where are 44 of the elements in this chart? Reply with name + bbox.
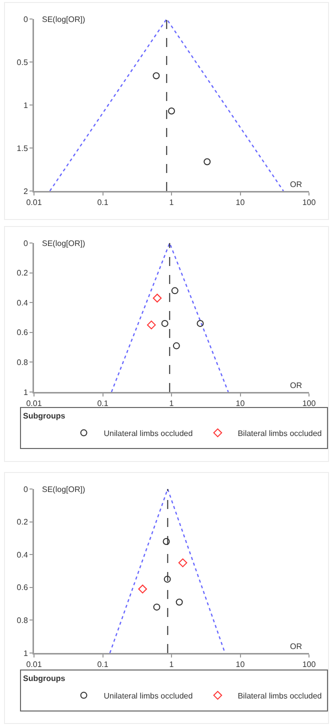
- y-tick-label: 0.2: [16, 268, 28, 278]
- x-tick-label: 1: [169, 198, 174, 208]
- y-tick-label: 0.4: [16, 550, 28, 560]
- legend-title: Subgroups: [23, 674, 66, 683]
- x-tick-label: 0.1: [97, 198, 109, 208]
- y-tick-label: 1: [23, 388, 28, 397]
- x-tick-label: 10: [236, 660, 246, 670]
- y-tick-label: 0.2: [16, 518, 28, 527]
- x-tick-label: 10: [236, 198, 246, 208]
- x-tick-label: 0.01: [26, 399, 42, 408]
- legend-label: Bilateral limbs occluded: [238, 428, 322, 438]
- legend-label: Bilateral limbs occluded: [238, 691, 322, 700]
- x-tick-label: 1: [169, 399, 174, 408]
- x-tick-label: 0.1: [97, 399, 109, 408]
- y-tick-label: 0.6: [16, 583, 28, 592]
- legend-label: Unilateral limbs occluded: [104, 428, 193, 438]
- x-tick-label: 0.01: [26, 198, 42, 208]
- x-tick-label: 100: [302, 399, 316, 408]
- y-tick-label: 0.5: [16, 58, 28, 67]
- x-axis-title: OR: [290, 180, 302, 189]
- y-tick-label: 0: [23, 484, 28, 494]
- y-tick-label: 0.8: [16, 616, 28, 625]
- y-tick-label: 1.5: [16, 144, 28, 153]
- x-axis-title: OR: [290, 381, 302, 390]
- y-axis-title: SE(log[OR]): [42, 15, 86, 24]
- legend-title: Subgroups: [23, 411, 66, 420]
- y-axis-title: SE(log[OR]): [42, 239, 86, 248]
- y-tick-label: 0: [23, 238, 28, 248]
- y-tick-label: 0: [23, 14, 28, 24]
- x-tick-label: 100: [302, 198, 316, 208]
- y-tick-label: 1: [23, 648, 28, 658]
- y-tick-label: 2: [23, 186, 28, 196]
- x-tick-label: 100: [302, 660, 316, 670]
- y-tick-label: 0.8: [16, 358, 28, 367]
- x-tick-label: 1: [169, 660, 174, 670]
- x-tick-label: 0.1: [97, 660, 109, 670]
- legend-label: Unilateral limbs occluded: [104, 691, 193, 700]
- y-tick-label: 0.6: [16, 328, 28, 338]
- y-axis-title: SE(log[OR]): [42, 485, 86, 494]
- y-tick-label: 1: [23, 100, 28, 110]
- y-tick-label: 0.4: [16, 298, 28, 308]
- x-tick-label: 10: [236, 399, 246, 408]
- x-tick-label: 0.01: [26, 660, 42, 670]
- x-axis-title: OR: [290, 642, 302, 651]
